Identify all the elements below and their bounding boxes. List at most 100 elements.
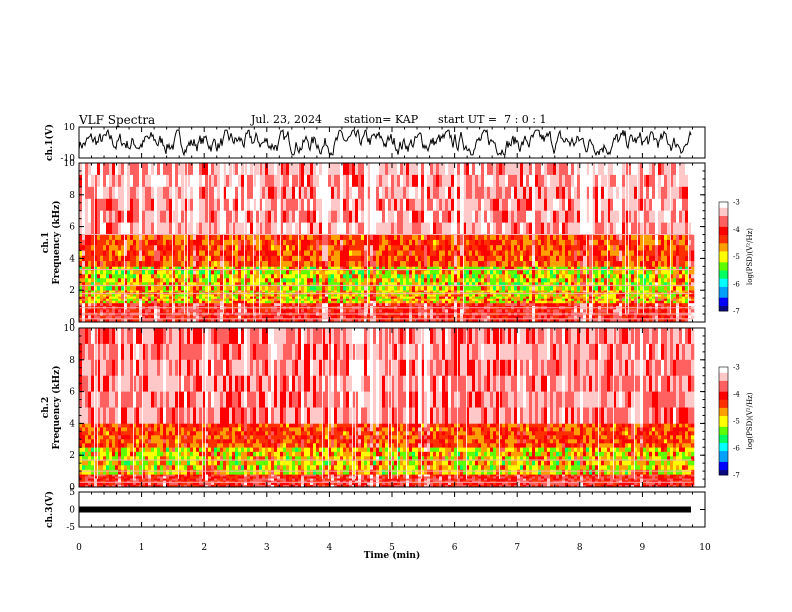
spectrogram-cell [139,270,142,274]
spectrogram-cell [517,278,520,282]
spectrogram-cell [400,199,403,211]
spectrogram-cell [337,256,340,262]
spectrogram-cell [352,223,355,235]
spectrogram-cell [136,251,139,257]
spectrogram-cell [454,301,457,303]
spectrogram-cell [397,223,400,235]
spectrogram-cell [181,294,184,296]
spectrogram-cell [85,251,88,257]
spectrogram-cell [235,299,238,301]
spectrogram-cell [358,256,361,262]
spectrogram-cell [439,240,442,246]
spectrogram-cell [370,251,373,257]
spectrogram-cell [448,240,451,246]
spectrogram-cell [529,299,532,301]
spectrogram-cell [505,270,508,274]
spectrogram-cell [112,256,115,262]
spectrogram-cell [532,303,535,307]
spectrogram-cell [517,290,520,292]
spectrogram-cell [514,299,517,301]
spectrogram-cell [325,245,328,251]
spectrogram-cell [451,211,454,223]
spectrogram-cell [484,286,487,290]
spectrogram-cell [205,286,208,290]
spectrogram-cell [256,187,259,199]
spectrogram-cell [268,286,271,290]
spectrogram-cell [349,270,352,274]
spectrogram-cell [301,309,304,313]
spectrogram-cell [238,163,241,175]
spectrogram-cell [157,309,160,313]
spectrogram-cell [370,286,373,290]
spectrogram-cell [316,309,319,313]
spectrogram-cell [475,175,478,187]
spectrogram-cell [277,211,280,223]
spectrogram-cell [247,187,250,199]
spectrogram-cell [397,303,400,307]
spectrogram-cell [139,286,142,290]
spectrogram-cell [469,301,472,303]
spectrogram-cell [151,282,154,286]
spectrogram-cell [220,294,223,296]
spectrogram-cell [292,266,295,270]
spectrogram-cell [157,245,160,251]
spectrogram-cell [175,251,178,257]
spectrogram-cell [160,266,163,270]
spectrogram-cell [409,309,412,313]
spectrogram-cell [334,294,337,296]
spectrogram-cell [340,278,343,282]
spectrogram-cell [487,282,490,286]
spectrogram-cell [220,297,223,299]
spectrogram-cell [502,245,505,251]
spectrogram-cell [538,245,541,251]
spectrogram-cell [361,163,364,175]
spectrogram-cell [445,245,448,251]
spectrogram-cell [526,211,529,223]
spectrogram-cell [505,303,508,307]
spectrogram-cell [376,286,379,290]
spectrogram-cell [478,251,481,257]
spectrogram-cell [163,282,166,286]
spectrogram-cell [199,223,202,235]
spectrogram-cell [289,211,292,223]
spectrogram-cell [139,261,142,267]
spectrogram-cell [412,187,415,199]
spectrogram-cell [190,251,193,257]
spectrogram-cell [100,290,103,292]
spectrogram-cell [178,301,181,303]
spectrogram-cell [397,256,400,262]
spectrogram-cell [295,235,298,241]
spectrogram-cell [169,256,172,262]
spectrogram-cell [430,199,433,211]
spectrogram-cell [340,274,343,278]
spectrogram-cell [544,282,547,286]
spectrogram-gap [187,163,188,314]
spectrogram-cell [112,235,115,241]
spectrogram-cell [262,266,265,270]
spectrogram-cell [214,187,217,199]
spectrogram-cell [217,286,220,290]
spectrogram-cell [529,270,532,274]
spectrogram-cell [154,278,157,282]
spectrogram-cell [205,240,208,246]
spectrogram-cell [391,309,394,313]
spectrogram-cell [109,199,112,211]
spectrogram-cell [538,163,541,175]
spectrogram-cell [490,199,493,211]
spectrogram-cell [307,290,310,292]
spectrogram-cell [130,299,133,301]
spectrogram-cell [82,175,85,187]
spectrogram-cell [550,309,553,313]
spectrogram-cell [562,261,565,267]
spectrogram-cell [211,211,214,223]
spectrogram-cell [283,256,286,262]
spectrogram-cell [544,266,547,270]
spectrogram-cell [454,297,457,299]
spectrogram-cell [148,175,151,187]
spectrogram-cell [310,282,313,286]
spectrogram-cell [373,301,376,303]
spectrogram-cell [370,235,373,241]
spectrogram-gap [280,163,281,314]
spectrogram-cell [487,290,490,292]
spectrogram-cell [340,266,343,270]
